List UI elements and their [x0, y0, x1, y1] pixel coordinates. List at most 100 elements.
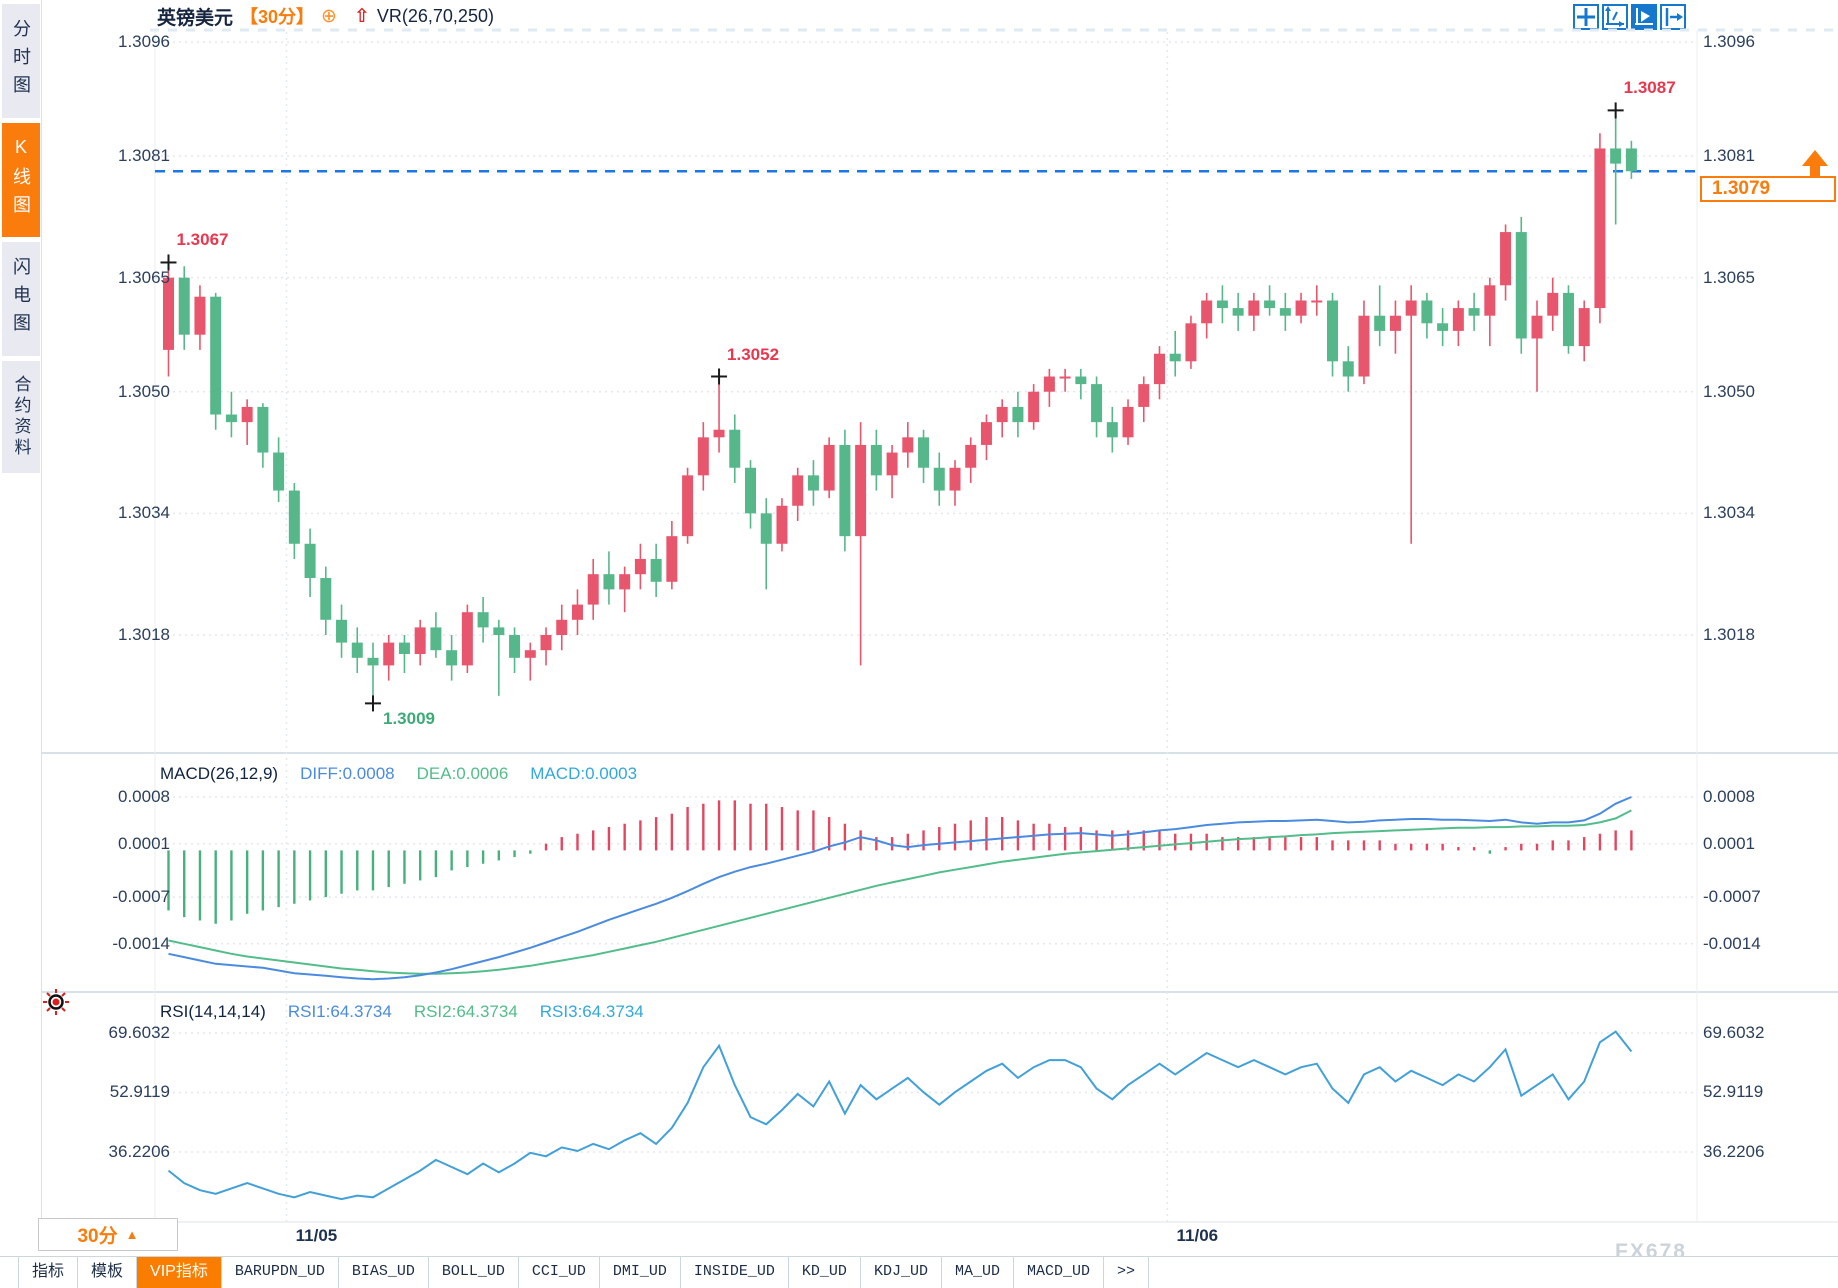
- extreme-price-annotation: 1.3067: [176, 230, 229, 250]
- candle-body: [1484, 285, 1496, 316]
- indicator-tab-cci-ud[interactable]: CCI_UD: [519, 1257, 600, 1288]
- candle-body: [918, 437, 930, 468]
- candle-body: [1185, 323, 1197, 362]
- candle-body: [225, 414, 237, 423]
- candle-body: [1201, 300, 1213, 324]
- crosshair-icon[interactable]: [1573, 4, 1599, 30]
- candle-body: [1216, 300, 1228, 309]
- candle-body: [886, 452, 898, 476]
- candle-body: [1405, 300, 1417, 316]
- candle-body: [603, 574, 615, 590]
- candle-body: [398, 642, 410, 655]
- macd-axis-label: 0.0001: [1703, 833, 1755, 853]
- macd-diff-line: [168, 796, 1632, 981]
- price-axis-label: 1.3081: [1703, 146, 1755, 166]
- indicator-tab-kdj-ud[interactable]: KDJ_UD: [861, 1257, 942, 1288]
- candle-body: [1169, 353, 1181, 362]
- indicator-tab-vip指标[interactable]: VIP指标: [137, 1257, 222, 1288]
- macd-axis-label: -0.0007: [112, 887, 170, 907]
- candle-body: [336, 619, 348, 643]
- candle-body: [980, 422, 992, 445]
- indicator-tab-kd-ud[interactable]: KD_UD: [789, 1257, 861, 1288]
- candle-body: [1232, 308, 1244, 316]
- sidebar-tab-2[interactable]: K线图: [2, 123, 40, 237]
- candle-body: [1547, 292, 1559, 316]
- candle-body: [493, 627, 505, 635]
- date-axis-label: 11/06: [1176, 1226, 1219, 1245]
- candle-body: [367, 657, 379, 666]
- extreme-price-annotation: 1.3087: [1623, 78, 1676, 98]
- candle-body: [1610, 148, 1622, 164]
- candle-body: [273, 452, 285, 491]
- sidebar-tab-1[interactable]: 分时图: [2, 4, 40, 118]
- sidebar-tab-3[interactable]: 闪电图: [2, 242, 40, 356]
- candle-body: [194, 296, 206, 335]
- sidebar-divider: [41, 0, 42, 1218]
- candle-body: [619, 574, 631, 590]
- candle-body: [1342, 361, 1354, 377]
- candle-body: [1091, 384, 1103, 423]
- candle-body: [1515, 232, 1527, 339]
- macd-macd-value: MACD:0.0003: [530, 764, 638, 783]
- macd-diff-value: DIFF:0.0008: [300, 764, 395, 783]
- rsi1-value: RSI1:64.3734: [287, 1002, 392, 1021]
- indicator-tab-boll-ud[interactable]: BOLL_UD: [429, 1257, 519, 1288]
- add-indicator-icon[interactable]: ⊕: [321, 5, 337, 27]
- candle-body: [823, 444, 835, 491]
- candle-body: [1578, 308, 1590, 347]
- candle-body: [634, 558, 646, 575]
- candle-body: [729, 429, 741, 468]
- candle-body: [1374, 315, 1386, 331]
- candle-body: [1562, 292, 1574, 347]
- indicator-tab-barupdn-ud[interactable]: BARUPDN_UD: [222, 1257, 339, 1288]
- candle-body: [682, 475, 694, 537]
- candle-body: [1358, 315, 1370, 377]
- candle-body: [1264, 300, 1276, 309]
- rsi-axis-label: 69.6032: [1703, 1023, 1765, 1042]
- indicator-tab->>[interactable]: >>: [1104, 1257, 1149, 1288]
- indicator-tab-bias-ud[interactable]: BIAS_UD: [339, 1257, 429, 1288]
- overlay-indicator-label: VR(26,70,250): [376, 5, 494, 26]
- indicator-settings-icon[interactable]: [42, 988, 70, 1016]
- indicator-tab-指标[interactable]: 指标: [18, 1257, 79, 1288]
- candle-body: [1625, 148, 1637, 172]
- candle-body: [509, 635, 521, 658]
- dropdown-arrow-icon: ▲: [125, 1227, 139, 1242]
- candle-body: [304, 543, 316, 578]
- candle-body: [210, 296, 222, 415]
- candle-body: [1059, 376, 1071, 379]
- indicator-tab-dmi-ud[interactable]: DMI_UD: [600, 1257, 681, 1288]
- shift-axis-icon[interactable]: [1660, 4, 1686, 30]
- candle-body: [571, 604, 583, 620]
- candle-body: [1075, 376, 1087, 385]
- extreme-price-annotation: 1.3009: [382, 709, 435, 729]
- candle-body: [1468, 308, 1480, 316]
- candle-body: [776, 505, 788, 544]
- indicator-tab-macd-ud[interactable]: MACD_UD: [1014, 1257, 1104, 1288]
- indicator-tab-模板[interactable]: 模板: [78, 1257, 138, 1288]
- indicator-tab-inside-ud[interactable]: INSIDE_UD: [681, 1257, 789, 1288]
- candle-body: [477, 612, 489, 628]
- interval-dropdown-label: 30分: [77, 1226, 118, 1247]
- interval-tag: 【30分】: [240, 7, 315, 27]
- indicator-tab-ma-ud[interactable]: MA_UD: [942, 1257, 1014, 1288]
- price-axis-label: 1.3050: [118, 381, 170, 401]
- macd-dea-line: [168, 809, 1632, 975]
- candle-body: [1531, 315, 1543, 339]
- candle-body: [839, 444, 851, 537]
- price-axis-label: 1.3096: [1703, 32, 1755, 51]
- candle-body: [1138, 384, 1150, 407]
- chart-header: 英镑美元 【30分】 ⊕ ⇧ VR(26,70,250): [157, 3, 494, 29]
- candle-body: [1389, 315, 1401, 331]
- candle-body: [1500, 232, 1512, 286]
- price-axis-label: 1.3050: [1703, 381, 1755, 401]
- interval-dropdown[interactable]: 30分 ▲: [38, 1218, 178, 1251]
- price-axis-label: 1.3018: [118, 625, 170, 644]
- extreme-price-annotation: 1.3052: [727, 344, 780, 364]
- candle-body: [965, 444, 977, 468]
- candle-body: [257, 406, 269, 453]
- sidebar-tab-4[interactable]: 合约资料: [2, 361, 40, 473]
- rsi-axis-label: 69.6032: [108, 1023, 170, 1042]
